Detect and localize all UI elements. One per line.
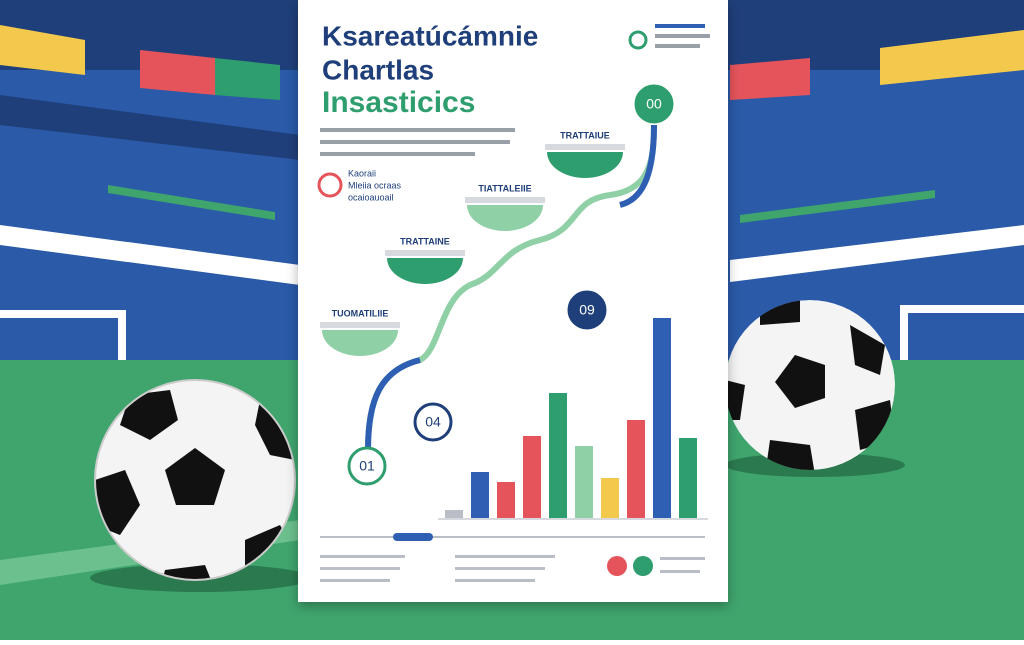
step-number: 04 (425, 414, 441, 430)
stage-bar (385, 250, 465, 256)
side-note: ocaioauoail (348, 192, 394, 202)
title-line: Ksareatúcámnie (322, 20, 538, 51)
bar (471, 472, 489, 518)
banner (215, 58, 280, 100)
step-badge (634, 84, 674, 124)
bar (653, 318, 671, 518)
stage-bar (320, 322, 400, 328)
goal (900, 305, 1024, 313)
stripe (0, 95, 300, 160)
step-badge (347, 446, 387, 486)
stage-cup (547, 152, 623, 178)
goal (118, 310, 126, 365)
bar (679, 438, 697, 518)
stage-label: TRATTAIUE (560, 130, 610, 140)
logo-text (655, 34, 710, 38)
stage-cup (467, 205, 543, 231)
side-note: Mleiia ocraas (348, 180, 402, 190)
banner (730, 58, 810, 100)
soccer-ball (725, 300, 895, 470)
stage-cup (387, 258, 463, 284)
bar (523, 436, 541, 518)
banner (0, 25, 85, 75)
footer-marker (393, 533, 433, 541)
stripe (108, 185, 275, 220)
title-line: Insasticics (322, 86, 475, 119)
title-line: Chartlas (322, 54, 434, 85)
ball-edge (94, 379, 296, 581)
banner (880, 30, 1024, 85)
stage-label: TUOMATILIIE (332, 308, 389, 318)
logo-text (655, 44, 700, 48)
flow-path (619, 124, 657, 208)
banner (140, 50, 215, 95)
body-copy (320, 128, 515, 156)
bar (445, 510, 463, 518)
step-badge (413, 402, 453, 442)
step-badge (567, 290, 607, 330)
flow-path (365, 357, 421, 451)
step-number: 01 (359, 458, 375, 474)
stage-label: TRATTAINE (400, 236, 450, 246)
chart-baseline (438, 518, 708, 520)
stage-label: TIATTALEIIE (478, 183, 531, 193)
step-number: 00 (646, 96, 662, 112)
pitch-line (730, 225, 1024, 282)
footer-rules (320, 536, 705, 582)
bar (627, 420, 645, 518)
pitch-line (0, 225, 300, 285)
stage-bar (545, 144, 625, 150)
stripe (740, 190, 935, 223)
side-note: Kaoraii (348, 168, 376, 178)
goal (900, 305, 908, 365)
bar (549, 393, 567, 518)
logo-text (655, 24, 705, 28)
bar (497, 482, 515, 518)
stage-cup (322, 330, 398, 356)
stage-bar (465, 197, 545, 203)
bar (575, 446, 593, 518)
bar (601, 478, 619, 518)
step-number: 09 (579, 302, 595, 318)
footer-icon (633, 556, 653, 576)
logo (628, 30, 648, 50)
ball-icon (317, 172, 343, 198)
footer-icon (607, 556, 627, 576)
goal (0, 310, 125, 318)
